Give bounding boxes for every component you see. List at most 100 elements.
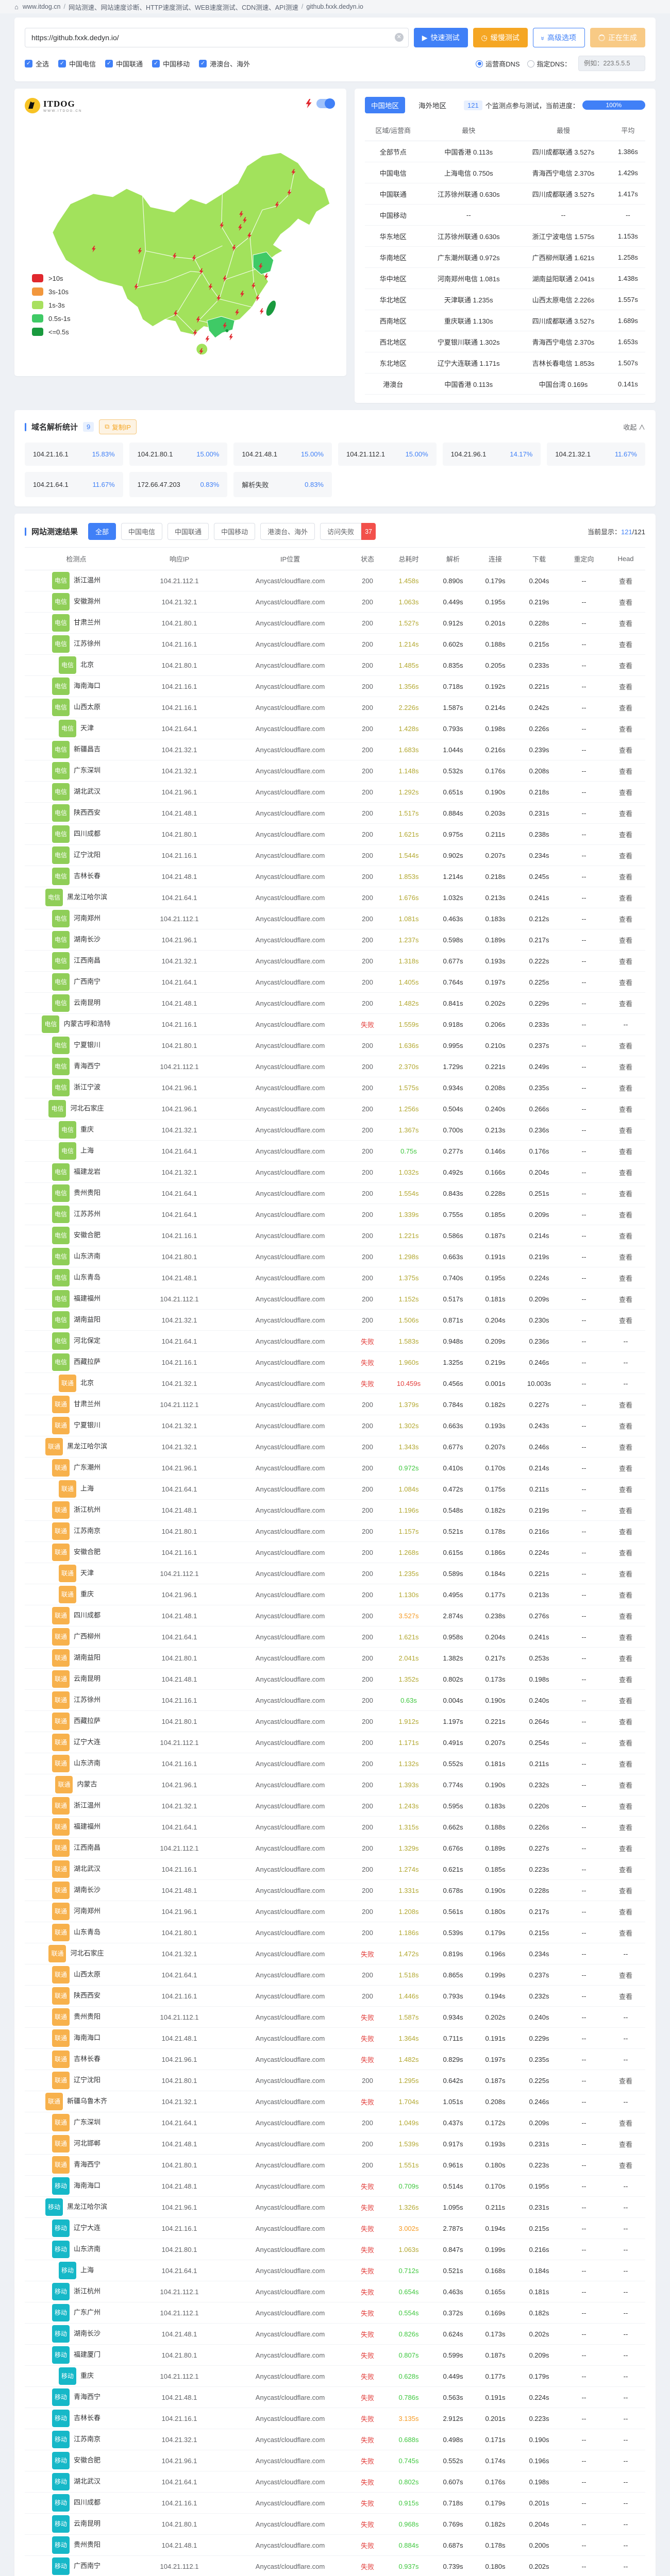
view-head-link[interactable]: 查看: [618, 1887, 632, 1895]
url-input[interactable]: [25, 28, 409, 47]
advanced-options-button[interactable]: » 高级选项: [532, 28, 585, 47]
collapse-button[interactable]: 收起 ∧: [623, 423, 645, 431]
view-head-link[interactable]: 查看: [618, 873, 632, 881]
view-head-link[interactable]: 查看: [618, 725, 632, 733]
view-head-link[interactable]: 查看: [618, 640, 632, 649]
view-head-link[interactable]: 查看: [618, 1528, 632, 1536]
view-head-link[interactable]: 查看: [618, 1549, 632, 1557]
view-head-link[interactable]: 查看: [618, 704, 632, 712]
view-head-link[interactable]: 查看: [618, 1443, 632, 1451]
tab-overseas-region[interactable]: 海外地区: [418, 102, 446, 110]
view-head-link[interactable]: 查看: [618, 1760, 632, 1768]
filter-button[interactable]: 全部: [88, 523, 116, 540]
view-head-link[interactable]: 查看: [618, 1190, 632, 1198]
view-head-link[interactable]: 查看: [618, 1866, 632, 1874]
view-head-link[interactable]: 查看: [618, 683, 632, 691]
view-head-link[interactable]: 查看: [618, 1591, 632, 1599]
view-head-link[interactable]: 查看: [618, 852, 632, 860]
view-head-link[interactable]: 查看: [618, 1126, 632, 1134]
view-head-link[interactable]: 查看: [618, 1464, 632, 1472]
view-head-link[interactable]: 查看: [618, 1971, 632, 1979]
operator-checkbox[interactable]: ✓ 中国联通: [105, 59, 143, 69]
view-head-link[interactable]: 查看: [618, 1823, 632, 1832]
view-head-link[interactable]: 查看: [618, 1211, 632, 1219]
view-head-link[interactable]: 查看: [618, 1042, 632, 1050]
ip-location: Anycast/cloudflare.com: [231, 760, 349, 782]
filter-button[interactable]: 中国联通: [167, 523, 209, 540]
filter-button[interactable]: 中国电信: [121, 523, 163, 540]
view-head-link[interactable]: 查看: [618, 619, 632, 628]
view-head-link[interactable]: 查看: [618, 1992, 632, 2001]
lightning-toggle[interactable]: [316, 98, 335, 109]
view-head-link[interactable]: 查看: [618, 2077, 632, 2085]
view-head-link[interactable]: 查看: [618, 577, 632, 585]
view-head-link[interactable]: 查看: [618, 1253, 632, 1261]
view-head-link[interactable]: 查看: [618, 1105, 632, 1113]
view-head-link[interactable]: 查看: [618, 1654, 632, 1663]
view-head-link[interactable]: 查看: [618, 1485, 632, 1494]
view-head-link[interactable]: 查看: [618, 2161, 632, 2170]
view-head-link[interactable]: 查看: [618, 1697, 632, 1705]
view-head-link[interactable]: 查看: [618, 1633, 632, 1641]
view-head-link[interactable]: 查看: [618, 1739, 632, 1747]
view-head-link[interactable]: 查看: [618, 1844, 632, 1853]
view-head-link[interactable]: 查看: [618, 1675, 632, 1684]
clear-input-icon[interactable]: ✕: [394, 33, 404, 42]
view-head-link[interactable]: 查看: [618, 831, 632, 839]
custom-dns-input[interactable]: [578, 56, 645, 71]
filter-button[interactable]: 中国移动: [214, 523, 256, 540]
china-map[interactable]: [22, 109, 339, 382]
view-head-link[interactable]: 查看: [618, 1612, 632, 1620]
view-head-link[interactable]: 查看: [618, 1295, 632, 1303]
status-badge: 失败: [360, 2394, 374, 2402]
view-head-link[interactable]: 查看: [618, 1147, 632, 1156]
view-head-link[interactable]: 查看: [618, 1063, 632, 1071]
operator-checkbox[interactable]: ✓ 中国电信: [58, 59, 96, 69]
home-icon[interactable]: ⌂: [14, 3, 19, 11]
view-head-link[interactable]: 查看: [618, 1506, 632, 1515]
breadcrumb-home[interactable]: www.itdog.cn: [22, 3, 61, 10]
custom-dns-radio[interactable]: 指定DNS：: [527, 59, 571, 69]
ip-location: Anycast/cloudflare.com: [231, 1098, 349, 1120]
operator-checkbox[interactable]: ✓ 港澳台、海外: [199, 59, 250, 69]
filter-fail[interactable]: 访问失败 37: [320, 523, 376, 540]
dns-time: 0.548s: [432, 1499, 474, 1521]
view-head-link[interactable]: 查看: [618, 2140, 632, 2148]
view-head-link[interactable]: 查看: [618, 1781, 632, 1789]
view-head-link[interactable]: 查看: [618, 1422, 632, 1430]
view-head-link[interactable]: 查看: [618, 1802, 632, 1810]
view-head-link[interactable]: 查看: [618, 1232, 632, 1240]
operator-checkbox[interactable]: ✓ 中国移动: [152, 59, 190, 69]
view-head-link[interactable]: 查看: [618, 1929, 632, 1937]
view-head-link[interactable]: 查看: [618, 1908, 632, 1916]
view-head-link[interactable]: 查看: [618, 662, 632, 670]
view-head-link[interactable]: 查看: [618, 746, 632, 754]
breadcrumb-services[interactable]: 网站测速、网站速度诊断、HTTP速度测试、WEB速度测试、CDN测速、API测速: [69, 4, 298, 11]
slow-test-button[interactable]: ◷ 缓慢测试: [473, 28, 528, 47]
view-head-link[interactable]: 查看: [618, 999, 632, 1008]
view-head-link[interactable]: 查看: [618, 1168, 632, 1177]
view-head-link[interactable]: 查看: [618, 1084, 632, 1092]
filter-button[interactable]: 港澳台、海外: [260, 523, 315, 540]
view-head-link[interactable]: 查看: [618, 1718, 632, 1726]
fast-test-button[interactable]: ▶ 快速测试: [413, 28, 468, 47]
view-head-link[interactable]: 查看: [618, 598, 632, 606]
view-head-link[interactable]: 查看: [618, 936, 632, 944]
view-head-link[interactable]: 查看: [618, 788, 632, 796]
operator-checkbox[interactable]: ✓ 全选: [25, 59, 49, 69]
view-head-link[interactable]: 查看: [618, 809, 632, 818]
breadcrumb-target[interactable]: github.fxxk.dedyn.io: [306, 3, 363, 10]
view-head-link[interactable]: 查看: [618, 957, 632, 965]
view-head-link[interactable]: 查看: [618, 1570, 632, 1578]
view-head-link[interactable]: 查看: [618, 1274, 632, 1282]
view-head-link[interactable]: 查看: [618, 894, 632, 902]
view-head-link[interactable]: 查看: [618, 767, 632, 775]
view-head-link[interactable]: 查看: [618, 1401, 632, 1409]
view-head-link[interactable]: 查看: [618, 978, 632, 987]
tab-china-region[interactable]: 中国地区: [365, 97, 405, 113]
view-head-link[interactable]: 查看: [618, 915, 632, 923]
carrier-dns-radio[interactable]: 运营商DNS: [476, 59, 520, 69]
view-head-link[interactable]: 查看: [618, 2119, 632, 2127]
view-head-link[interactable]: 查看: [618, 1316, 632, 1325]
copy-ip-button[interactable]: ⧉ 复制IP: [99, 419, 137, 434]
